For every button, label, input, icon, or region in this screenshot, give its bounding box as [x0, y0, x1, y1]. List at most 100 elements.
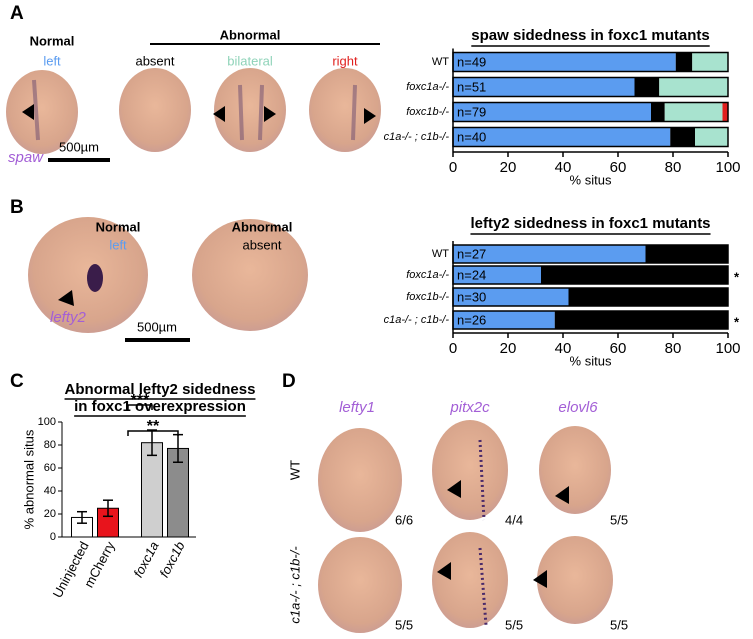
bar-segment — [453, 311, 555, 329]
annotation: n=27 — [457, 246, 486, 261]
embryo-images-a — [6, 43, 381, 162]
category-label: foxc1b-/- — [406, 106, 449, 118]
row-label: WT — [287, 460, 302, 480]
category-label: c1a-/- ; c1b-/- — [384, 314, 450, 326]
annotation: n=30 — [457, 289, 486, 304]
embryo-images-d — [318, 420, 613, 633]
y-tick-label: 20 — [44, 508, 56, 520]
x-tick-label: foxc1b — [156, 539, 187, 580]
y-tick-label: 40 — [44, 485, 56, 497]
bar-segment — [453, 288, 569, 306]
label: Normal — [96, 219, 141, 234]
gene-label: lefty2 — [50, 309, 87, 326]
bar-segment — [541, 266, 728, 284]
bar-segment — [692, 52, 728, 72]
bar-segment — [554, 311, 728, 329]
annotation: n=49 — [457, 54, 486, 69]
annotation: n=24 — [457, 267, 486, 282]
count-label: 5/5 — [505, 617, 523, 632]
annotation: n=26 — [457, 312, 486, 327]
category-label: foxc1b-/- — [406, 291, 449, 303]
bar-segment — [645, 245, 728, 263]
x-tick-label: 40 — [555, 340, 572, 357]
bar-segment — [722, 102, 728, 122]
panel-label: B — [10, 197, 24, 218]
bar-segment — [453, 127, 671, 147]
bar-segment — [453, 102, 651, 122]
count-label: 5/5 — [395, 617, 413, 632]
label: absent — [135, 53, 174, 68]
scale-label: 500µm — [137, 319, 177, 334]
category-label: WT — [432, 56, 449, 68]
count-label: 4/4 — [505, 512, 523, 527]
gene-label: lefty1 — [339, 399, 375, 416]
bar-segment — [453, 77, 635, 97]
label: Abnormal — [232, 219, 293, 234]
x-tick-label: 0 — [449, 340, 457, 357]
significance-bracket — [127, 430, 179, 436]
bar-segment — [659, 77, 728, 97]
label: bilateral — [227, 53, 273, 68]
label: left — [109, 237, 127, 252]
chart-title: Abnormal lefty2 sidedness — [65, 381, 256, 398]
gene-label: pitx2c — [449, 399, 490, 416]
x-tick-label: Uninjected — [50, 539, 92, 600]
significance-label: *** — [131, 392, 150, 409]
category-label: c1a-/- ; c1b-/- — [384, 131, 450, 143]
annotation: n=79 — [457, 104, 486, 119]
x-axis-label: % situs — [570, 353, 612, 368]
gene-label: spaw — [8, 149, 44, 166]
panel-label: D — [282, 371, 296, 392]
bar-segment — [675, 52, 693, 72]
significance-label: ** — [147, 418, 160, 435]
x-tick-label: 20 — [500, 340, 517, 357]
y-tick-label: 60 — [44, 462, 56, 474]
label: absent — [242, 237, 281, 252]
label: right — [332, 53, 358, 68]
significance-bracket — [127, 404, 153, 410]
embryo-images-b — [28, 217, 308, 342]
x-tick-label: 60 — [610, 159, 627, 176]
category-label: foxc1a-/- — [406, 269, 449, 281]
panel-label: C — [10, 371, 24, 392]
label: left — [43, 53, 61, 68]
bar-segment — [453, 266, 541, 284]
annotation: n=40 — [457, 129, 486, 144]
bar — [141, 442, 163, 538]
bar-segment — [634, 77, 660, 97]
x-tick-label: 80 — [665, 159, 682, 176]
bar-segment — [651, 102, 665, 122]
x-axis-label: % situs — [570, 172, 612, 187]
bar-segment — [664, 102, 723, 122]
x-tick-label: 80 — [665, 340, 682, 357]
bar-segment — [568, 288, 728, 306]
bar-segment — [670, 127, 695, 147]
x-tick-label: 40 — [555, 159, 572, 176]
count-label: 5/5 — [610, 617, 628, 632]
significance-label: * — [734, 314, 740, 329]
chart-title: in foxc1 overexpression — [74, 398, 246, 415]
scale-label: 500µm — [59, 139, 99, 154]
gene-label: elovl6 — [558, 399, 598, 416]
y-axis-label: % abnormal situs — [21, 429, 36, 529]
count-label: 5/5 — [610, 512, 628, 527]
chart-title: lefty2 sidedness in foxc1 mutants — [470, 215, 710, 232]
count-label: 6/6 — [395, 512, 413, 527]
label: Normal — [30, 33, 75, 48]
x-tick-label: 100 — [715, 340, 740, 357]
y-tick-label: 100 — [38, 416, 56, 428]
row-label: c1a-/- ; c1b-/- — [287, 546, 302, 624]
panel-label: A — [10, 3, 24, 24]
x-tick-label: 20 — [500, 159, 517, 176]
label: Abnormal — [220, 27, 281, 42]
bar-segment — [695, 127, 728, 147]
category-label: WT — [432, 248, 449, 260]
annotation: n=51 — [457, 79, 486, 94]
chart-title: spaw sidedness in foxc1 mutants — [471, 27, 709, 44]
bar-segment — [453, 245, 646, 263]
y-tick-label: 80 — [44, 439, 56, 451]
significance-label: * — [734, 269, 740, 284]
x-tick-label: 100 — [715, 159, 740, 176]
bar-segment — [453, 52, 676, 72]
